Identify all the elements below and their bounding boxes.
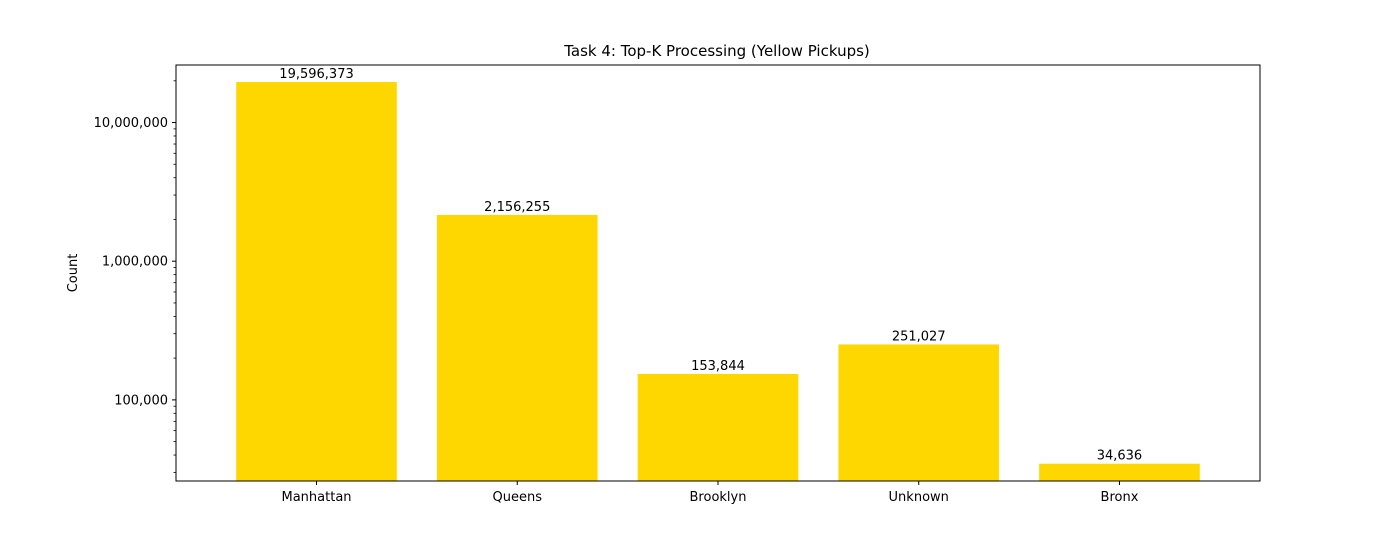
data-label-brooklyn: 153,844: [691, 359, 745, 374]
x-tick-label-bronx: Bronx: [1101, 490, 1139, 505]
x-tick-label-queens: Queens: [493, 490, 543, 505]
y-tick-label: 100,000: [114, 393, 168, 408]
bar-queens: [436, 214, 598, 481]
x-tick-label-brooklyn: Brooklyn: [690, 490, 747, 505]
y-tick-label: 10,000,000: [94, 116, 168, 131]
bar-brooklyn: [637, 373, 799, 481]
bars-group: 19,596,373 2,156,255 153,844 251,027 34,636: [236, 67, 1200, 481]
x-tick-label-manhattan: Manhattan: [282, 490, 352, 505]
data-label-unknown: 251,027: [892, 329, 946, 344]
bar-unknown: [838, 344, 1000, 481]
y-tick-label: 1,000,000: [102, 255, 168, 270]
data-label-queens: 2,156,255: [484, 200, 550, 215]
bar-bronx: [1039, 463, 1200, 481]
chart-title: Task 4: Top-K Processing (Yellow Pickups…: [563, 42, 870, 60]
data-label-bronx: 34,636: [1097, 449, 1143, 464]
y-axis-label: Count: [66, 254, 81, 293]
data-label-manhattan: 19,596,373: [279, 67, 353, 82]
plot-frame: [175, 64, 1261, 482]
x-tick-label-unknown: Unknown: [889, 490, 949, 505]
bar-manhattan: [236, 82, 397, 481]
x-axis: Manhattan Queens Brooklyn Unknown Bronx: [282, 481, 1139, 505]
y-axis: 100,000 1,000,000 10,000,000: [94, 80, 176, 473]
